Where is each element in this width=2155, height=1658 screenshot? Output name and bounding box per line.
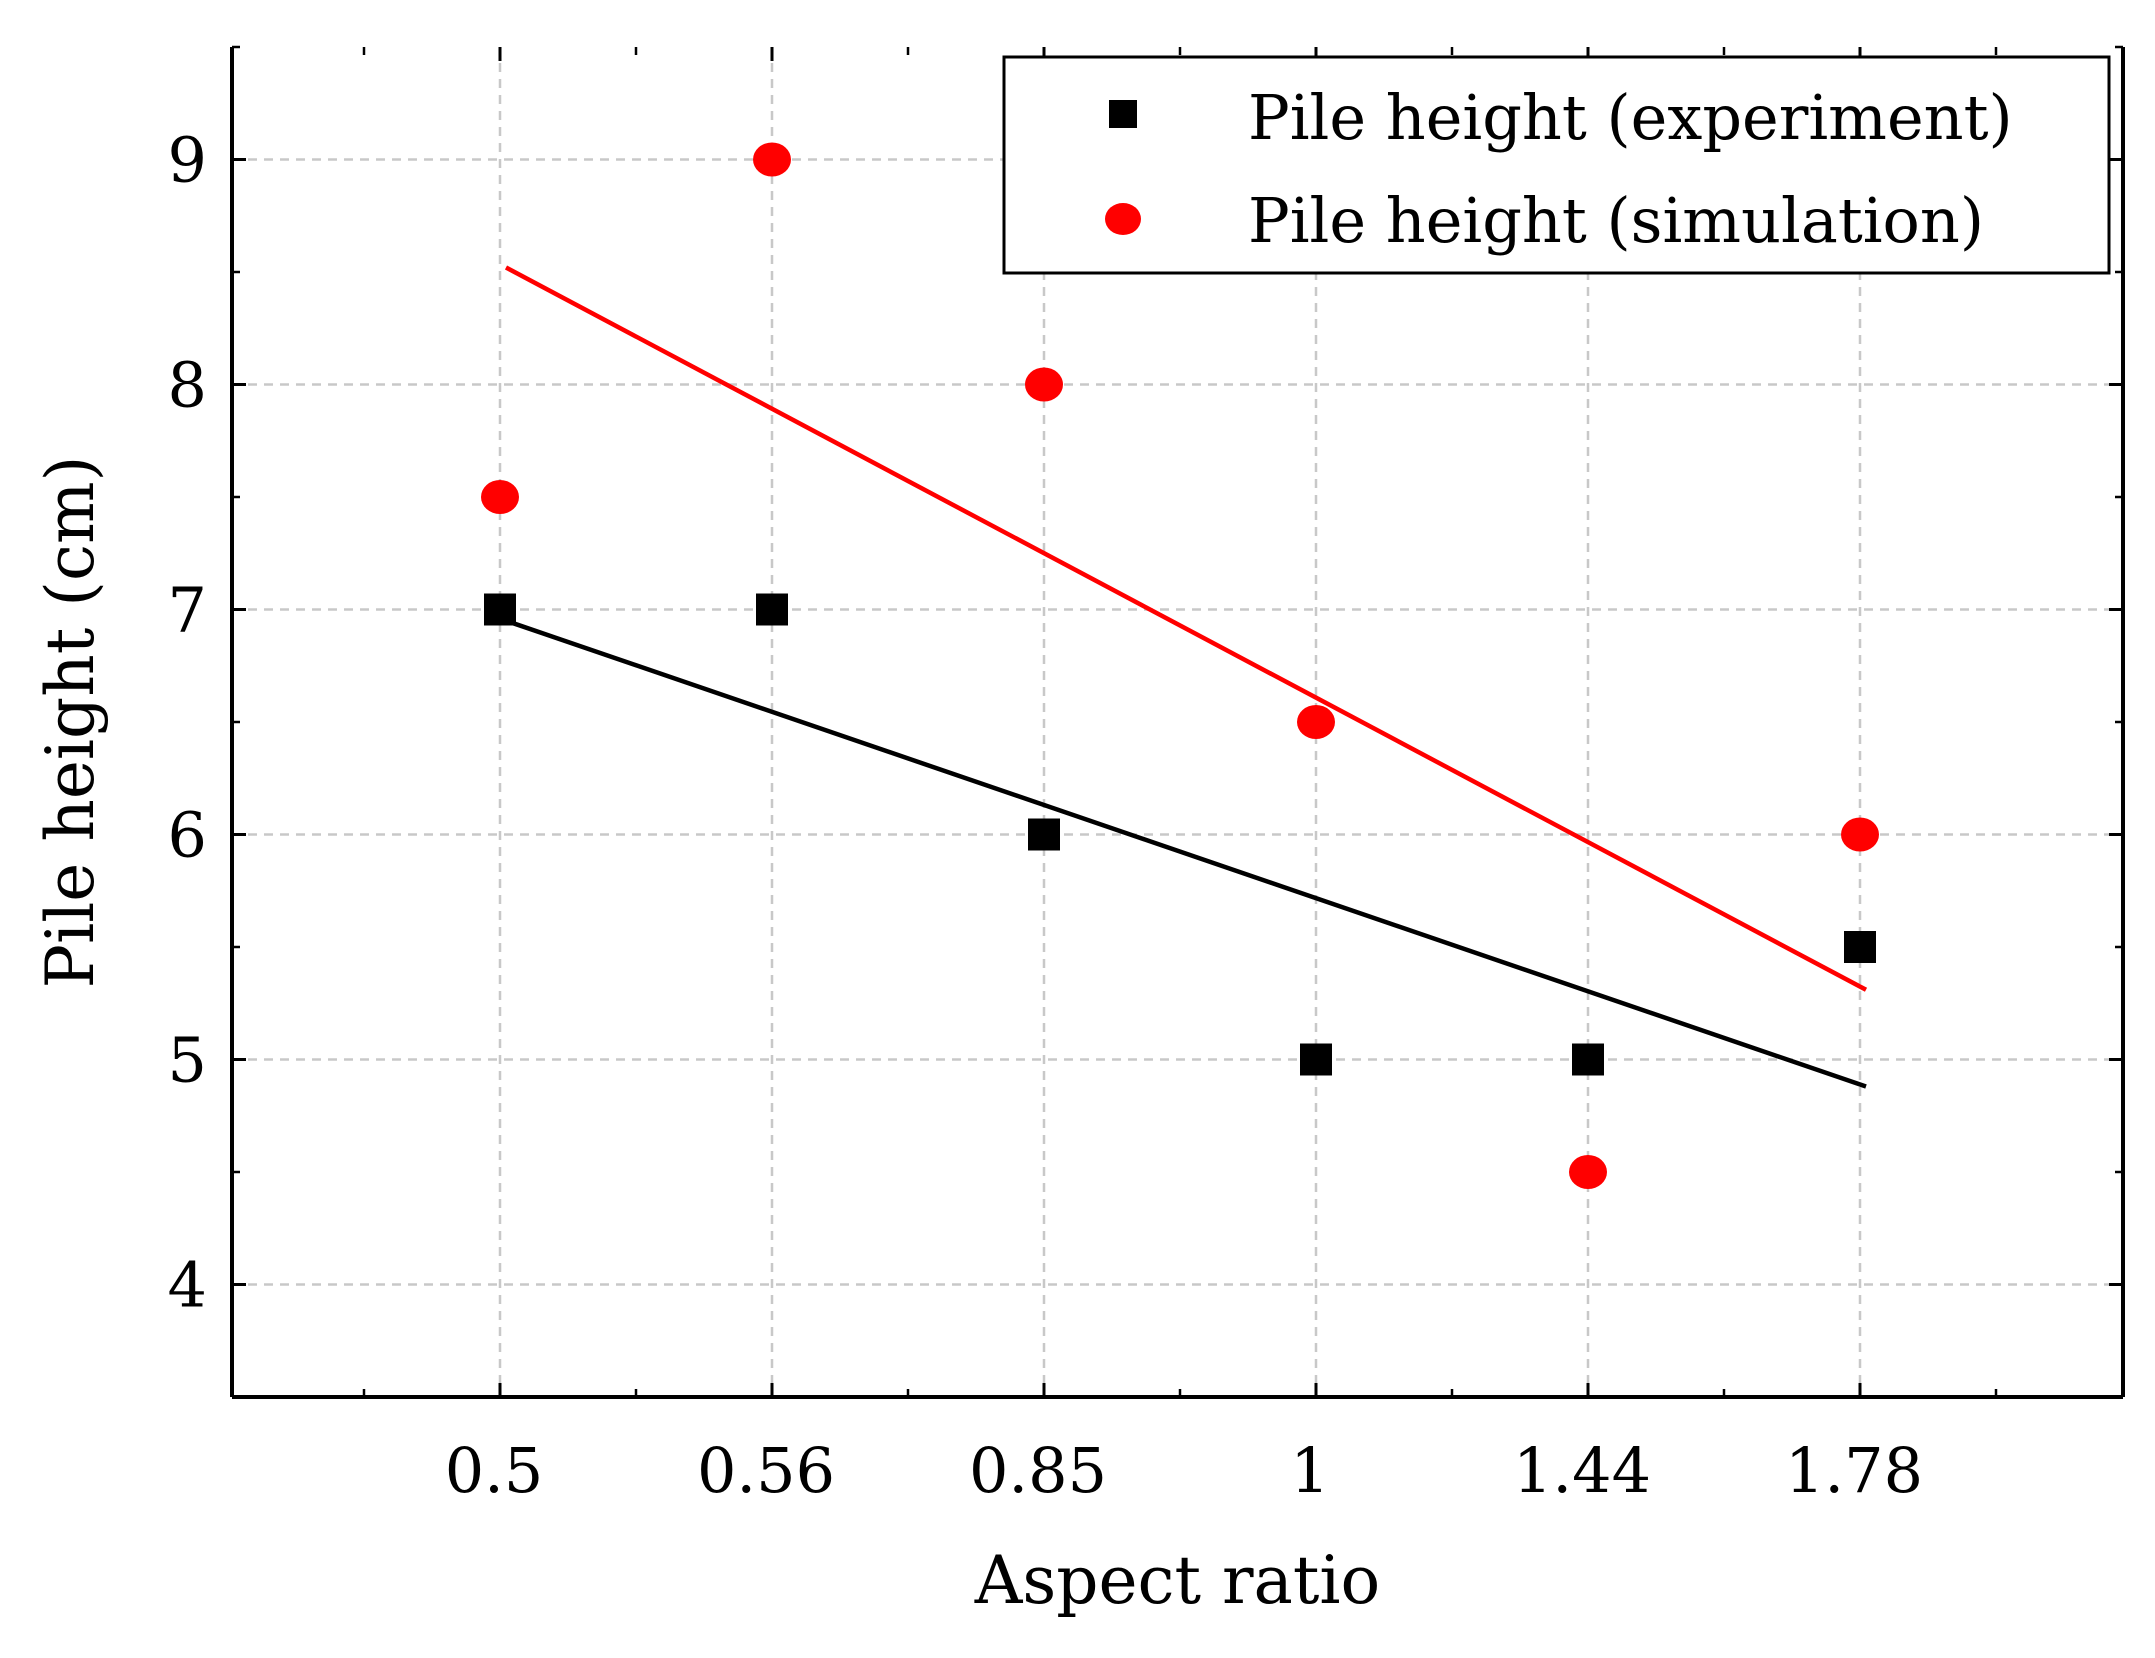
y-tick-label: 6 [168, 799, 207, 872]
y-tick-label: 4 [168, 1249, 207, 1322]
x-tick-label: 0.5 [445, 1434, 544, 1507]
point-simulation [1841, 817, 1879, 852]
legend: Pile height (experiment) Pile height (si… [1002, 55, 2111, 275]
point-simulation [1297, 705, 1335, 739]
x-tick-label: 1.44 [1513, 1434, 1651, 1507]
point-simulation [481, 480, 519, 514]
legend-box [1002, 55, 2111, 275]
x-tick-label: 0.56 [697, 1434, 835, 1507]
tick-layer: 0.5 0.56 0.85 1 1.44 1.78 4 5 6 7 8 9 [168, 45, 2123, 1507]
y-tick-label: 7 [168, 574, 207, 647]
point-simulation [1025, 367, 1063, 402]
legend-marker-circle [1105, 203, 1141, 235]
point-experiment [1844, 931, 1876, 963]
trend-line-experiment [505, 618, 1867, 1089]
point-experiment [1028, 818, 1060, 851]
point-experiment [1572, 1043, 1604, 1076]
y-tick-label: 5 [168, 1024, 207, 1097]
point-simulation [753, 142, 791, 177]
legend-entry-experiment: Pile height (experiment) [1248, 81, 2013, 154]
point-experiment [1300, 1043, 1332, 1076]
y-axis-label: Pile height (cm) [32, 456, 109, 989]
point-experiment [756, 593, 788, 626]
legend-entry-simulation: Pile height (simulation) [1248, 184, 1984, 257]
data-points [481, 142, 1879, 1189]
x-tick-label: 1 [1290, 1434, 1329, 1507]
x-tick-label: 0.85 [969, 1434, 1107, 1507]
legend-marker-square [1109, 100, 1137, 128]
y-tick-label: 9 [168, 124, 207, 197]
point-experiment [484, 593, 516, 626]
x-axis-label: Aspect ratio [974, 1542, 1381, 1619]
trend-lines [504, 265, 1868, 1089]
trend-line-simulation [504, 265, 1868, 992]
x-tick-label: 1.78 [1785, 1434, 1923, 1507]
y-tick-label: 8 [168, 349, 207, 422]
point-simulation [1569, 1155, 1607, 1189]
